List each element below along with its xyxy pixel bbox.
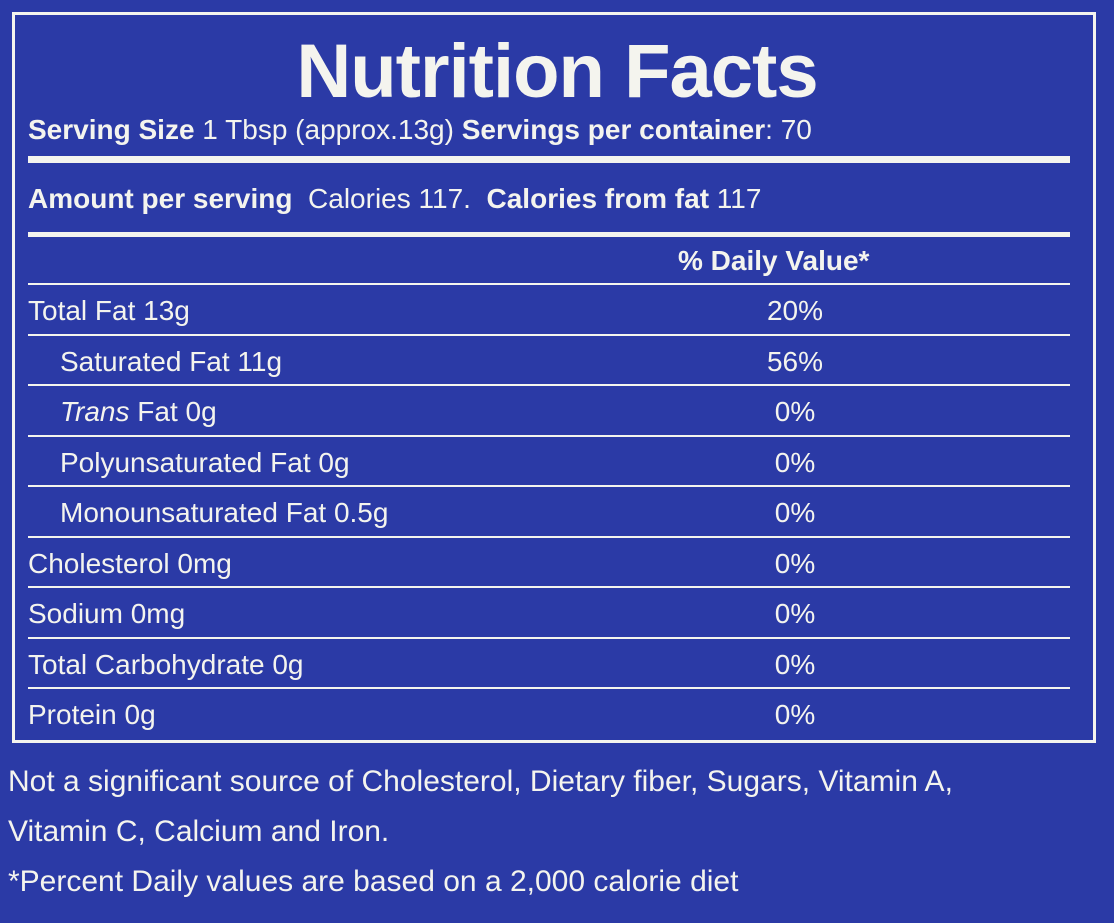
nutrition-facts-panel (12, 12, 1096, 743)
nutrient-label-text: Sodium 0mg (28, 598, 186, 629)
nutrient-label: Protein 0g (28, 699, 156, 731)
nutrient-label-text: Monounsaturated Fat 0.5g (60, 497, 389, 528)
nutrient-label-text: Fat 0g (129, 396, 217, 427)
calories-from-fat-value: 117 (716, 183, 762, 214)
nutrient-daily-value: 0% (774, 699, 816, 730)
row-divider (28, 283, 1070, 285)
row-divider (28, 586, 1070, 588)
daily-value-header: % Daily Value* (678, 245, 870, 276)
row-divider (28, 434, 1070, 437)
footnote-3: *Percent Daily values are based on a 2,0… (8, 865, 739, 898)
nutrient-daily-value: 20% (766, 295, 824, 326)
serving-info: Serving Size 1 Tbsp (approx.13g) Serving… (28, 114, 812, 146)
nutrient-daily-value: 0% (774, 648, 816, 680)
nutrient-daily-value: 0% (774, 396, 816, 427)
nutrient-label: Cholesterol 0mg (28, 548, 232, 580)
row-divider (28, 384, 1070, 386)
nutrient-label-text: Total Fat 13g (28, 295, 190, 326)
nutrient-daily-value: 0% (774, 446, 816, 478)
row-divider (28, 535, 1070, 538)
calories-from-fat-label: Calories from fat (486, 183, 710, 214)
serving-size-label: Serving Size (28, 114, 195, 145)
row-divider (28, 687, 1070, 689)
footnote-2: Vitamin C, Calcium and Iron. (8, 815, 390, 848)
nutrient-daily-value: 56% (766, 345, 824, 377)
nutrient-label: Total Carbohydrate 0g (28, 649, 304, 681)
row-divider (28, 636, 1070, 639)
nutrient-label: Monounsaturated Fat 0.5g (60, 497, 388, 529)
thick-divider (28, 156, 1070, 163)
amount-per-serving: Amount per serving Calories 117. Calorie… (28, 183, 761, 215)
servings-per-container-label: Servings per container (461, 114, 766, 145)
nutrient-daily-value: 0% (774, 497, 816, 528)
calories: Calories 117. (308, 183, 471, 214)
divider (28, 232, 1070, 237)
amount-label: Amount per serving (28, 183, 293, 214)
footnote-1: Not a significant source of Cholesterol,… (8, 765, 953, 798)
panel-title: Nutrition Facts (296, 29, 818, 114)
nutrient-label: Polyunsaturated Fat 0g (60, 447, 350, 479)
nutrient-label: Sodium 0mg (28, 598, 185, 630)
nutrient-label-text: Total Carbohydrate 0g (28, 648, 304, 680)
nutrient-label: Trans Fat 0g (60, 396, 217, 428)
nutrient-label: Saturated Fat 11g (60, 346, 282, 378)
nutrient-daily-value: 0% (774, 598, 816, 629)
nutrient-label: Total Fat 13g (28, 295, 190, 327)
serving-size-value: 1 Tbsp (approx.13g) (202, 114, 454, 145)
nutrient-label-text: Protein 0g (28, 699, 156, 730)
row-divider (28, 485, 1070, 487)
nutrient-label-text: Saturated Fat 11g (60, 345, 283, 377)
servings-per-container-value: : 70 (765, 114, 812, 145)
row-divider (28, 333, 1070, 336)
nutrient-label-text: Cholesterol 0mg (28, 547, 232, 579)
nutrient-label-text: Polyunsaturated Fat 0g (60, 446, 350, 478)
nutrient-daily-value: 0% (774, 547, 816, 579)
nutrient-label-italic: Trans (60, 396, 130, 427)
